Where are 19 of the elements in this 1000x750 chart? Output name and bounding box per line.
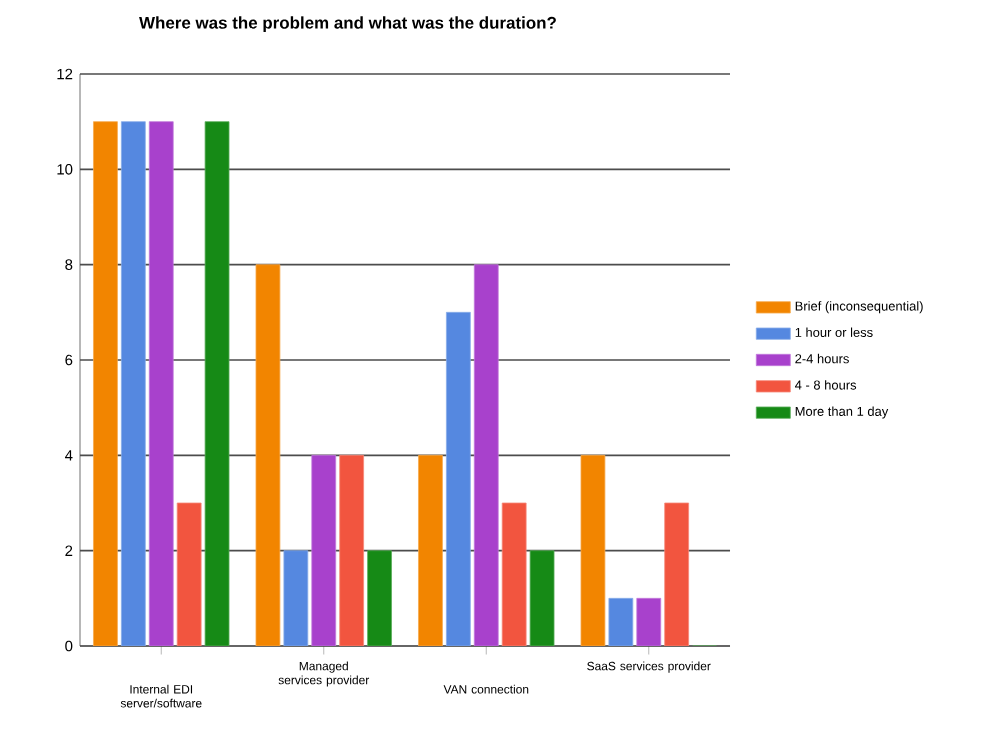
bar <box>664 502 690 646</box>
bar <box>204 121 230 646</box>
bar <box>529 550 555 646</box>
bar <box>148 121 174 646</box>
bar <box>120 121 146 646</box>
bar <box>339 454 365 646</box>
bar <box>636 597 662 646</box>
bar <box>445 311 471 646</box>
chart-title: Where was the problem and what was the duration? <box>139 16 556 33</box>
bar <box>93 121 118 646</box>
bar <box>580 454 606 646</box>
bar <box>283 550 309 646</box>
bar <box>255 264 281 646</box>
bar <box>501 502 527 646</box>
bar <box>473 264 499 646</box>
bar <box>176 502 202 646</box>
bar <box>311 454 337 646</box>
bar <box>418 454 443 646</box>
bar <box>367 550 392 646</box>
